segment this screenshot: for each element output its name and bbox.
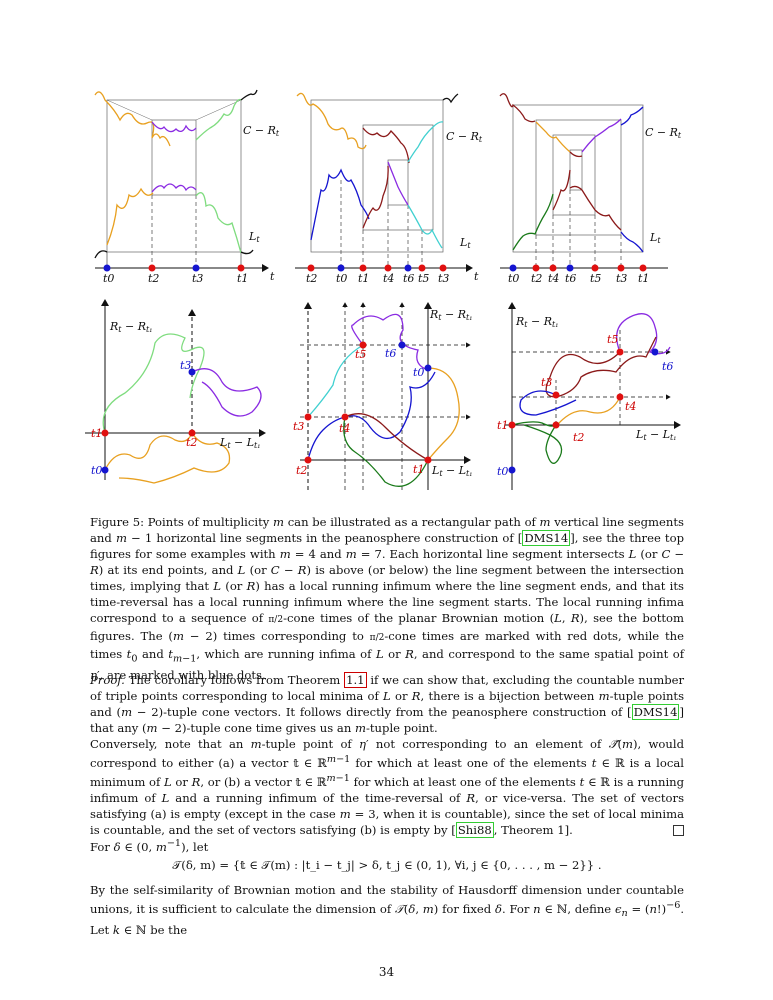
point-label: t1 [91, 427, 102, 440]
point-label: t5 [355, 348, 366, 361]
point-label: t1 [497, 419, 508, 432]
theorem-link[interactable]: 1.1 [344, 672, 367, 688]
tick-label: t4 [383, 272, 394, 285]
y-axis-label: Rt − Rt₁ [109, 320, 152, 334]
top-panel-2: t2 t0 t1 t4 t6 t5 t3 t C − Rt Lt [295, 92, 483, 285]
qed-symbol [673, 824, 684, 836]
tick-label: t5 [418, 272, 429, 285]
citation-link[interactable]: Shi88 [455, 821, 494, 838]
x-axis-label: Lt − Lt₁ [635, 428, 676, 442]
tick-label: t6 [565, 272, 576, 285]
lower-curve-label: Lt [649, 231, 661, 245]
tick-label: t2 [148, 272, 159, 285]
axis-label: t [474, 270, 479, 283]
upper-curve-label: C − Rt [243, 124, 280, 138]
tick-label: t6 [403, 272, 414, 285]
point-label: t2 [573, 431, 584, 444]
bottom-panel-2: t5 t6 t0 t3 t4 t2 t1 Rt − Rt₁ Lt − Lt₁ [293, 302, 472, 490]
point-label: t3 [293, 420, 304, 433]
display-equation: 𝒯(δ, m) = {𝕥 ∈ 𝒯(m) : |t_i − t_j| > δ, t… [172, 858, 602, 872]
point-label: t5 [607, 333, 618, 346]
upper-curve-label: C − Rt [446, 130, 483, 144]
axis-label: t [270, 270, 275, 283]
tick-label: t0 [508, 272, 519, 285]
point-label: t3 [541, 376, 552, 389]
point-label: t4 [625, 400, 636, 413]
y-axis-label: Rt − Rt₁ [515, 315, 558, 329]
converse-paragraph: Conversely, note that an m-tuple point o… [90, 737, 685, 838]
bottom-panel-1: t3 t1 t2 t0 Rt − Rt₁ Lt − Lt₁ [85, 299, 266, 484]
point-label: t0 [413, 366, 424, 379]
page-number: 34 [378, 965, 395, 979]
point-label: t0 [91, 464, 102, 477]
point-label: t6 [385, 347, 396, 360]
tick-label: t1 [237, 272, 248, 285]
x-axis-label: Lt − Lt₁ [431, 464, 472, 478]
tick-label: t1 [358, 272, 369, 285]
x-axis-label: Lt − Lt₁ [219, 436, 260, 450]
top-panel-1: t0 t2 t3 t1 t C − Rt Lt [94, 89, 280, 285]
figure-5: t0 t2 t3 t1 t C − Rt Lt t2 t0 t1 [85, 89, 682, 490]
tick-label: t3 [192, 272, 203, 285]
point-label: t1 [413, 463, 424, 476]
tick-label: t0 [103, 272, 114, 285]
tick-label: t4 [548, 272, 559, 285]
top-panel-3: t0 t2 t4 t6 t5 t3 t1 C − Rt Lt [499, 93, 682, 285]
point-label: t3 [180, 359, 191, 372]
tick-label: t0 [336, 272, 347, 285]
tick-label: t3 [438, 272, 449, 285]
tick-label: t1 [638, 272, 649, 285]
tick-label: t2 [306, 272, 317, 285]
point-label: t4 [339, 422, 350, 435]
final-paragraph: By the self-similarity of Brownian motio… [90, 883, 685, 938]
delta-paragraph: For δ ∈ (0, m−1), let [90, 838, 209, 854]
tick-label: t2 [531, 272, 542, 285]
point-label: t2 [186, 436, 197, 449]
proof-paragraph: Proof. The corollary follows from Theore… [90, 672, 685, 735]
upper-curve-label: C − Rt [645, 126, 682, 140]
citation-link[interactable]: DMS14 [522, 530, 571, 546]
figure-caption: Figure 5: Points of multiplicity m can b… [90, 515, 685, 683]
bottom-panel-3: t5 t6 t3 t4 t1 t2 t0 Rt − Rt₁ Lt − Lt₁ [497, 302, 681, 490]
lower-curve-label: Lt [248, 230, 260, 244]
point-label: t2 [296, 464, 307, 477]
tick-label: t3 [616, 272, 627, 285]
point-label: t6 [662, 360, 673, 373]
lower-curve-label: Lt [459, 236, 471, 250]
y-axis-label: Rt − Rt₁ [429, 308, 472, 322]
tick-label: t5 [590, 272, 601, 285]
citation-link[interactable]: DMS14 [631, 704, 680, 720]
point-label: t0 [497, 465, 508, 478]
